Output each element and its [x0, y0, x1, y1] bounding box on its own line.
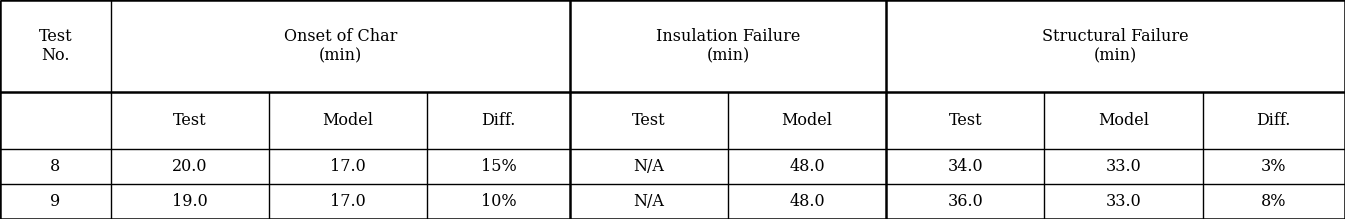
Text: Structural Failure
(min): Structural Failure (min): [1042, 28, 1189, 64]
Text: 33.0: 33.0: [1106, 158, 1142, 175]
Text: Test
No.: Test No.: [39, 28, 73, 64]
Text: 17.0: 17.0: [331, 158, 366, 175]
Text: N/A: N/A: [633, 158, 664, 175]
Text: 3%: 3%: [1262, 158, 1287, 175]
Text: 19.0: 19.0: [172, 193, 207, 210]
Text: 17.0: 17.0: [331, 193, 366, 210]
Text: 34.0: 34.0: [947, 158, 983, 175]
Text: Model: Model: [323, 112, 374, 129]
Text: Model: Model: [781, 112, 833, 129]
Text: Insulation Failure
(min): Insulation Failure (min): [656, 28, 800, 64]
Text: 48.0: 48.0: [790, 158, 824, 175]
Text: 8: 8: [50, 158, 61, 175]
Text: 15%: 15%: [480, 158, 516, 175]
Text: 8%: 8%: [1262, 193, 1287, 210]
Text: Test: Test: [948, 112, 982, 129]
Text: Onset of Char
(min): Onset of Char (min): [284, 28, 397, 64]
Text: 33.0: 33.0: [1106, 193, 1142, 210]
Text: Diff.: Diff.: [482, 112, 515, 129]
Text: N/A: N/A: [633, 193, 664, 210]
Text: 48.0: 48.0: [790, 193, 824, 210]
Text: Test: Test: [632, 112, 666, 129]
Text: Diff.: Diff.: [1256, 112, 1291, 129]
Text: 36.0: 36.0: [947, 193, 983, 210]
Text: 20.0: 20.0: [172, 158, 207, 175]
Text: 9: 9: [50, 193, 61, 210]
Text: Test: Test: [174, 112, 207, 129]
Text: 10%: 10%: [480, 193, 516, 210]
Text: Model: Model: [1098, 112, 1149, 129]
